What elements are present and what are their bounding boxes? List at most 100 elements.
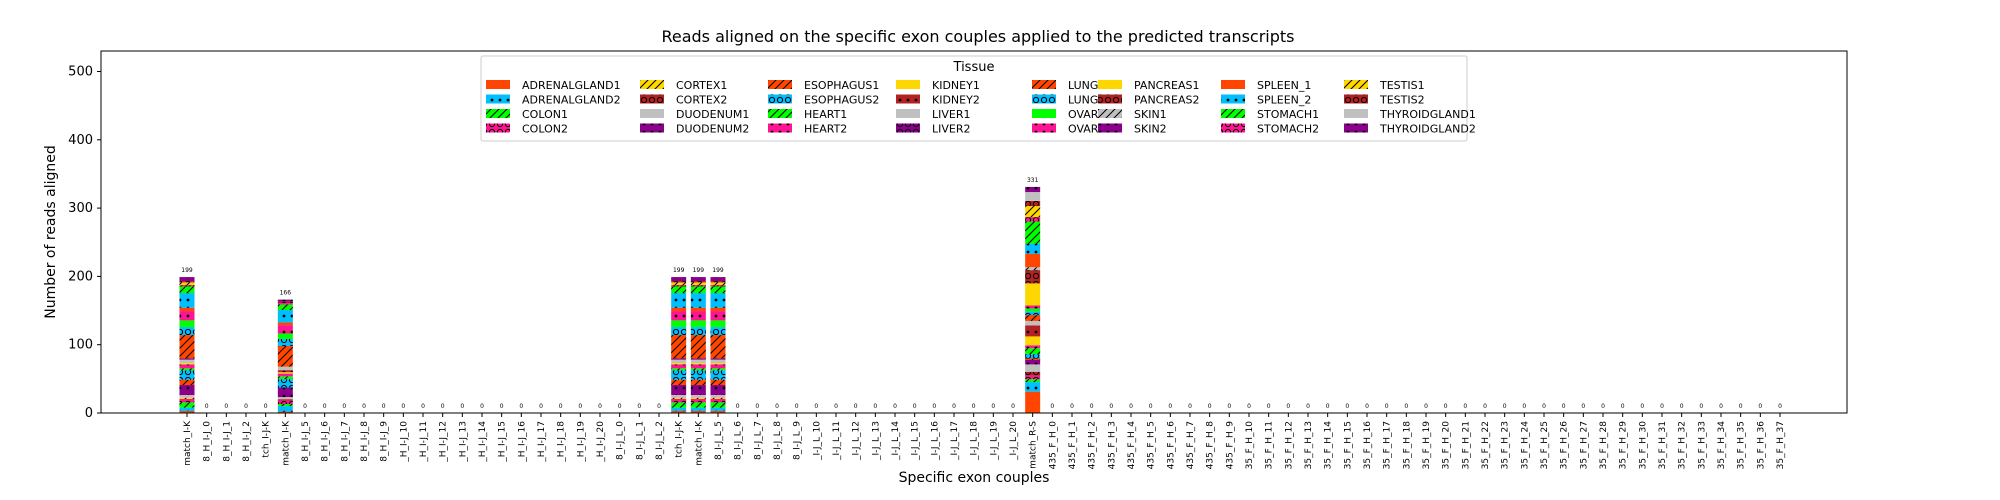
bar-segment-spleen_1 [179,307,195,312]
bar-segment-kidney1 [179,363,195,365]
x-tick-label: _H_I-J_20 [596,421,606,463]
bar-segment-colon2 [179,399,195,403]
legend-item: SPLEEN_1 [1221,79,1311,92]
bar-value-label: 0 [1542,403,1546,410]
y-tick-label: 200 [68,269,93,284]
legend-label: LIVER1 [932,108,971,121]
x-tick-label: 35_F_H_32 [1678,421,1688,469]
legend-label: THYROIDGLAND2 [1379,123,1476,136]
bar-segment-lung1 [179,335,195,359]
legend-item: SKIN1 [1098,108,1167,121]
bar-value-label: 0 [1621,403,1625,410]
bar-segment-testis2 [690,281,706,283]
bar-segment-colon2 [671,399,687,403]
legend-label: SPLEEN_2 [1257,94,1311,107]
x-tick-label: 8_I-J_L_0 [616,421,626,460]
bar-segment-testis2 [710,281,726,283]
legend-item: SKIN2 [1098,123,1167,136]
legend-swatch [640,94,664,104]
legend-item: CORTEX2 [640,94,727,107]
legend-swatch [1032,123,1056,133]
bar-segment-ovary1 [179,320,195,328]
legend-label: TESTIS2 [1379,94,1425,107]
legend-swatch [1344,80,1368,89]
x-tick-label: 35_F_H_28 [1599,421,1609,470]
bar-segment-lung1 [1025,315,1041,321]
bar-value-label: 0 [539,403,543,410]
bar-value-label: 0 [991,403,995,410]
bar-segment-adrenalgland1 [710,411,726,413]
bar-segment-thyroidgland1 [1025,192,1041,201]
legend-swatch [1221,123,1245,133]
bar-segment-stomach2 [690,285,706,287]
x-tick-label: 8_I-J_L_7 [753,421,763,460]
bar-segment-spleen_2 [277,309,293,323]
bar-value-label: 0 [362,403,366,410]
x-tick-label: 35_F_H_17 [1383,421,1393,469]
bar-value-label: 0 [323,403,327,410]
x-tick-label: _H_I-J_19 [576,421,586,463]
bar-segment-ovary2 [179,311,195,321]
x-tick-label: 35_F_H_24 [1520,421,1530,470]
x-tick-label: _I-J_L_14 [891,421,901,461]
bar-segment-lung1 [690,335,706,359]
bar-segment-ovary2 [277,325,293,334]
bar-segment-heart1 [671,368,687,371]
x-tick-label: tch_I-J-K [262,420,272,458]
legend-swatch [896,109,920,118]
bar-segment-heart1 [179,368,195,371]
bar-segment-adrenalgland1 [277,411,293,413]
bar-value-label: 0 [1699,403,1703,410]
x-tick-label: 435_F_H_7 [1186,421,1196,469]
legend-label: LUNG2 [1068,94,1105,107]
x-tick-label: 8_H_I-J_5 [301,421,311,462]
bar-value-label: 0 [834,403,838,410]
bar-segment-duodenum2 [690,385,706,396]
bar-value-label: 0 [1286,403,1290,410]
legend-swatch [486,94,510,104]
y-tick-label: 500 [68,64,93,79]
x-tick-label: 35_F_H_19 [1422,421,1432,470]
bar-value-label: 199 [693,267,705,274]
bar-segment-thyroidgland2 [1025,186,1041,193]
bar-value-label: 199 [181,267,193,274]
legend-swatch [1098,80,1122,89]
x-tick-label: tch_I-J-K [675,420,685,458]
x-tick-label: 8_I-J_L_2 [655,421,665,460]
bar-segment-lung2 [277,339,293,346]
bar-segment-testis1 [671,282,687,286]
bar-value-label: 0 [1149,403,1153,410]
bar-value-label: 0 [460,403,464,410]
bar-value-label: 0 [1562,403,1566,410]
bar-value-label: 0 [1208,403,1212,410]
legend-item: LIVER2 [896,123,971,136]
bar-value-label: 0 [1247,403,1251,410]
legend-swatch [486,123,510,133]
x-tick-label: 435_F_H_6 [1166,421,1176,470]
bar-value-label: 0 [1267,403,1271,410]
bar-segment-pancreas2 [1025,270,1041,284]
bar-segment-kidney1 [671,363,687,365]
x-tick-label: _H_I-J_17 [537,421,547,463]
x-tick-label: 35_F_H_21 [1461,421,1471,469]
x-tick-label: 35_F_H_31 [1658,421,1668,469]
x-tick-label: _H_I-J_18 [557,421,567,463]
bar-segment-spleen_2 [179,293,195,308]
bar-segment-adrenalgland1 [671,411,687,413]
bar-segment-thyroidgland2 [710,277,726,282]
x-tick-label: _I-J_L_12 [852,421,862,461]
bar-segment-testis2 [179,281,195,283]
bar-value-label: 0 [932,403,936,410]
bar-segment-stomach2 [1025,217,1041,222]
legend-item: KIDNEY1 [896,79,980,92]
legend-swatch [896,80,920,89]
bar-segment-esophagus2 [671,370,687,380]
legend-item: STOMACH1 [1221,108,1319,121]
bar-segment-kidney1 [277,372,293,374]
bar-segment-stomach1 [710,286,726,294]
bar-segment-lung2 [1025,311,1041,316]
bar-segment-ovary2 [710,311,726,321]
legend-item: PANCREAS1 [1098,79,1199,92]
